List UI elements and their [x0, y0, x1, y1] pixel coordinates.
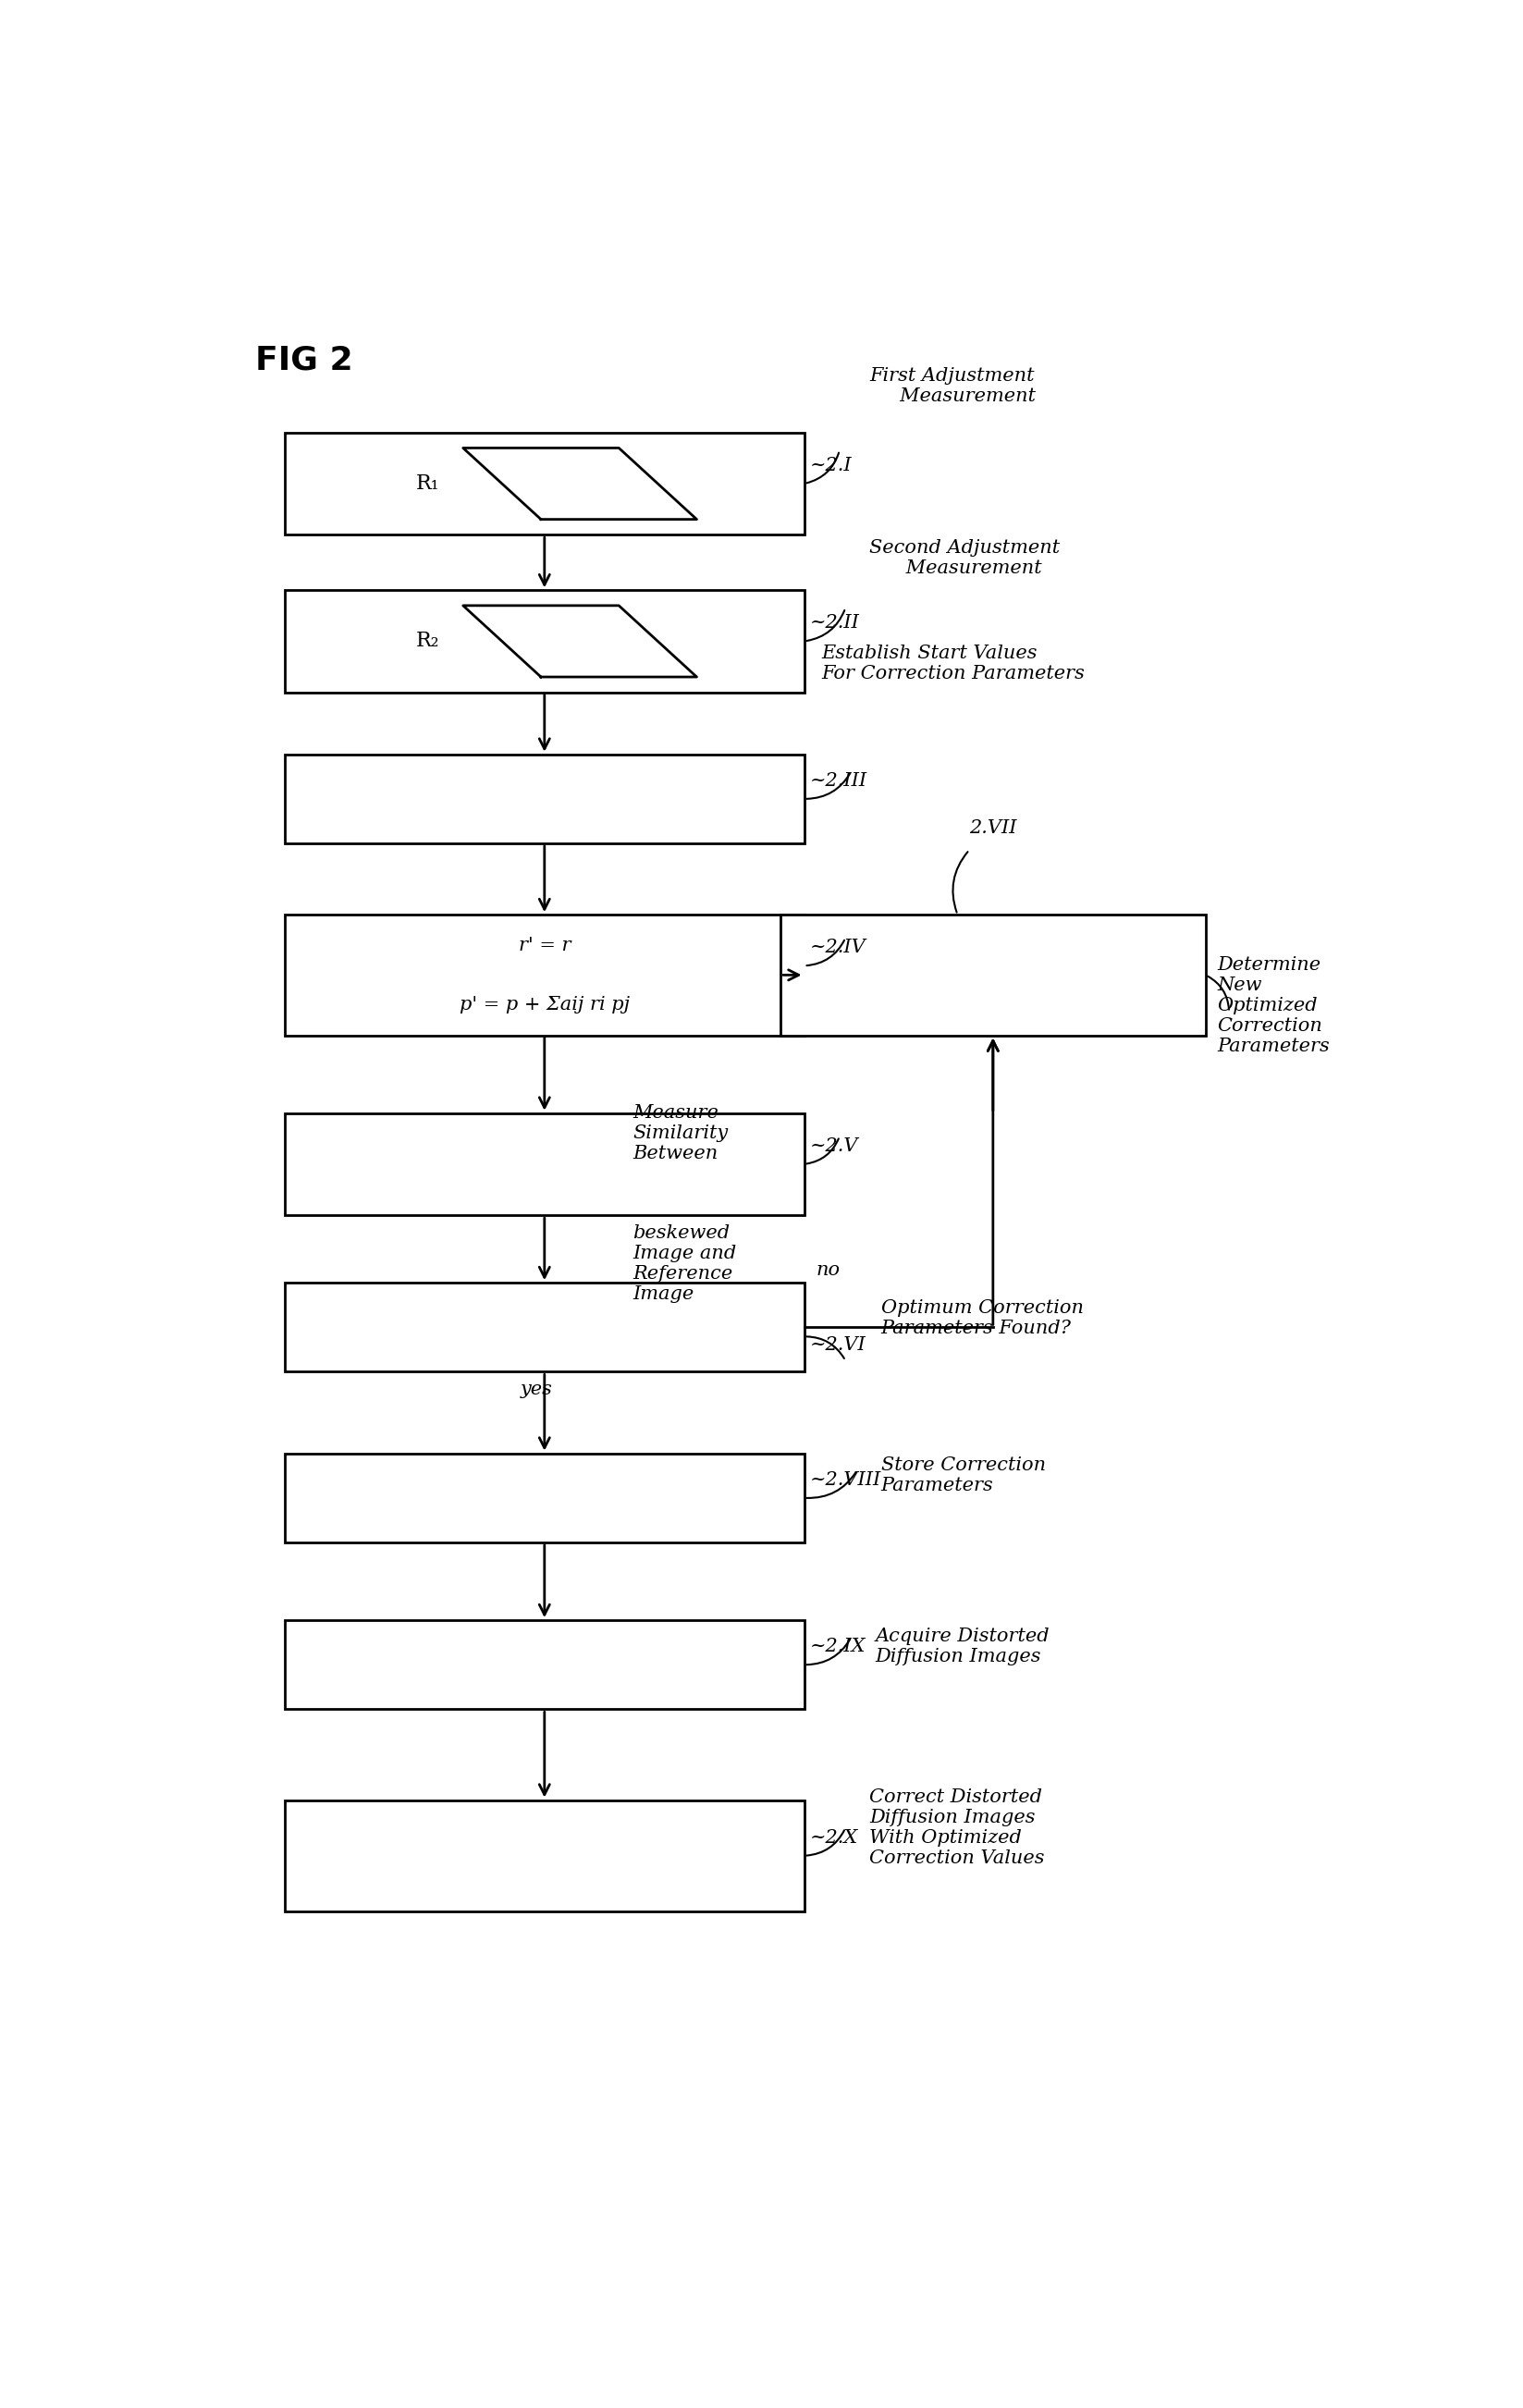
Bar [285, 1283, 804, 1373]
Text: Establish Start Values
For Correction Parameters: Establish Start Values For Correction Pa… [822, 645, 1086, 684]
Bar [285, 433, 804, 535]
Text: Second Adjustment
      Measurement: Second Adjustment Measurement [870, 539, 1060, 578]
Text: r' = r: r' = r [518, 937, 571, 954]
Text: beskewed
Image and
Reference
Image: beskewed Image and Reference Image [634, 1223, 737, 1303]
Bar [285, 1454, 804, 1544]
Bar [285, 1621, 804, 1710]
Bar [285, 754, 804, 843]
Bar [285, 1112, 804, 1216]
Text: R₂: R₂ [416, 631, 440, 653]
Text: ~2.III: ~2.III [810, 773, 868, 790]
Text: ~2.V: ~2.V [810, 1137, 859, 1156]
Text: First Adjustment
     Measurement: First Adjustment Measurement [870, 366, 1036, 405]
Text: yes: yes [521, 1382, 553, 1399]
Text: no: no [816, 1262, 841, 1279]
Text: Optimum Correction
Parameters Found?: Optimum Correction Parameters Found? [880, 1298, 1083, 1336]
Text: Measure
Similarity
Between: Measure Similarity Between [634, 1103, 728, 1163]
Text: ~2.IV: ~2.IV [810, 939, 867, 956]
Text: ~2.IX: ~2.IX [810, 1637, 867, 1654]
Text: ~2.VIII: ~2.VIII [810, 1471, 882, 1488]
Text: ~2.VI: ~2.VI [810, 1336, 867, 1353]
Text: R₁: R₁ [416, 474, 440, 494]
Text: FIG 2: FIG 2 [256, 344, 353, 376]
Bar [285, 915, 804, 1035]
Text: Determine
New
Optimized
Correction
Parameters: Determine New Optimized Correction Param… [1217, 956, 1330, 1055]
Bar [285, 590, 804, 691]
Text: 2.VII: 2.VII [970, 819, 1017, 838]
Bar [781, 915, 1206, 1035]
Text: Store Correction
Parameters: Store Correction Parameters [880, 1457, 1046, 1495]
Bar [285, 1801, 804, 1912]
Text: Correct Distorted
Diffusion Images
With Optimized
Correction Values: Correct Distorted Diffusion Images With … [870, 1789, 1045, 1866]
Text: p' = p + Σaij ri pj: p' = p + Σaij ri pj [460, 997, 629, 1014]
Text: ~2.X: ~2.X [810, 1830, 859, 1847]
Text: Acquire Distorted
Diffusion Images: Acquire Distorted Diffusion Images [874, 1628, 1049, 1666]
Text: ~2.I: ~2.I [810, 458, 853, 474]
Text: ~2.II: ~2.II [810, 614, 860, 631]
